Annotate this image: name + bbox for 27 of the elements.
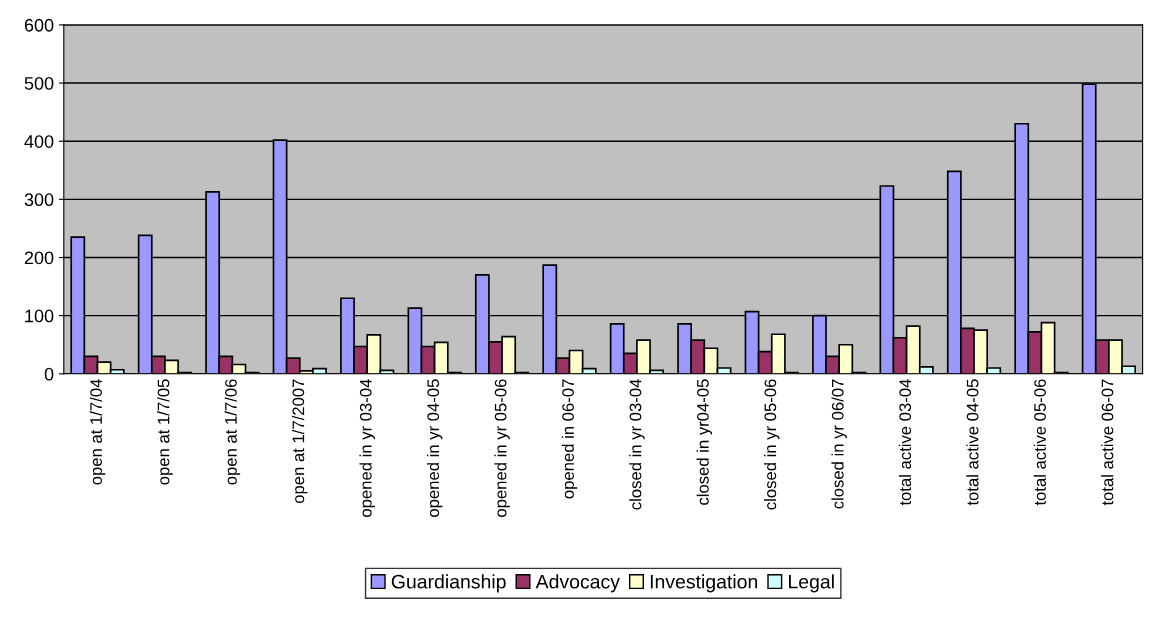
y-tick-label: 100 (25, 309, 54, 323)
y-tick-label: 500 (24, 77, 54, 90)
x-tick-label: total active 03-04 (898, 379, 912, 506)
y-tick-label: 200 (24, 251, 54, 265)
x-tick-label: open at 1/7/2007 (292, 379, 308, 504)
x-tick-label: total active 04-05 (966, 379, 979, 506)
x-tick-label: closed in yr 03-04 (629, 379, 645, 510)
legend-label: Legal (789, 574, 834, 593)
y-tick-label: 0 (44, 367, 54, 381)
x-tick-label: closed in yr 06/07 (831, 379, 847, 509)
y-tick-label: 300 (24, 193, 54, 207)
legend-label: Investigation (650, 574, 758, 593)
x-tick-label: closed in yr04-05 (696, 379, 713, 505)
x-tick-label: opened in yr 03-04 (359, 379, 375, 517)
y-tick-label: 400 (24, 135, 54, 148)
x-tick-label: opened in yr 05-06 (494, 379, 510, 517)
x-tick-label: opened in 06-07 (561, 379, 578, 499)
x-tick-label: closed in yr 05-06 (763, 379, 780, 510)
x-tick-label: total active 06-07 (1101, 379, 1114, 506)
legend-label: Advocacy (535, 574, 620, 593)
x-tick-label: open at 1/7/04 (89, 379, 106, 485)
x-tick-label: total active 05-06 (1033, 379, 1046, 506)
y-tick-label: 600 (24, 18, 54, 32)
x-tick-label: opened in yr 04-05 (426, 379, 443, 517)
x-tick-label: open at 1/7/06 (224, 379, 241, 485)
x-tick-label: open at 1/7/05 (157, 379, 173, 485)
legend-label: Guardianship (391, 574, 506, 593)
